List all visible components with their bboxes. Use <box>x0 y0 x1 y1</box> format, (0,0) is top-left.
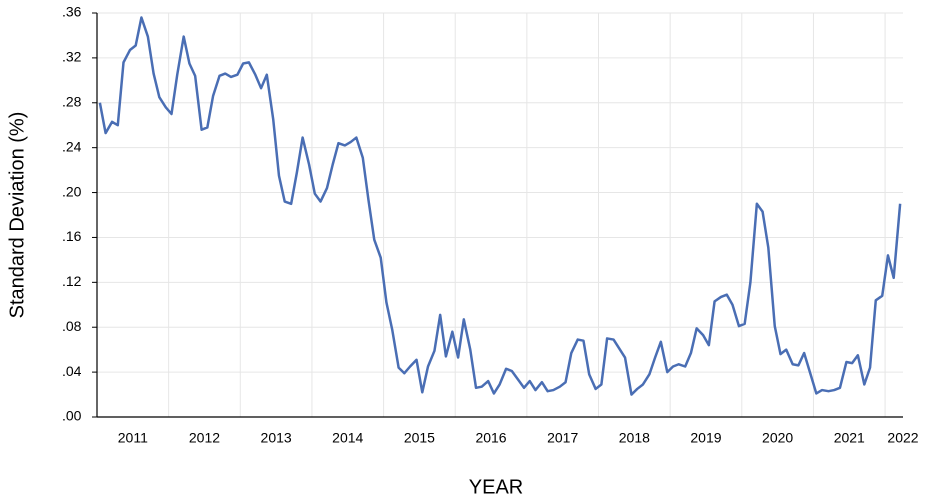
y-tick-label: .28 <box>62 93 82 109</box>
y-tick-label: .00 <box>62 408 82 424</box>
x-tick-label: 2019 <box>690 430 721 446</box>
x-axis-title: YEAR <box>469 476 523 498</box>
x-tick-label: 2014 <box>332 430 363 446</box>
y-tick-label: .24 <box>62 138 82 154</box>
y-tick-label: .20 <box>62 183 82 199</box>
x-tick-label: 2020 <box>762 430 793 446</box>
data-line <box>98 16 902 396</box>
y-tick-label: .08 <box>62 318 82 334</box>
y-tick-label: .04 <box>62 363 82 379</box>
y-axis-title: Standard Deviation (%) <box>6 112 28 319</box>
x-tick-label: 2017 <box>547 430 578 446</box>
x-tick-label: 2016 <box>475 430 506 446</box>
x-tick-label: 2012 <box>189 430 220 446</box>
x-tick-label: 2018 <box>619 430 650 446</box>
y-tick-label: .32 <box>62 49 82 65</box>
x-tick-label: 2015 <box>404 430 435 446</box>
y-tick-label: .16 <box>62 228 82 244</box>
x-tick-label: 2013 <box>261 430 292 446</box>
x-tick-label: 2022 <box>887 430 918 446</box>
x-tick-label: 2011 <box>118 430 148 446</box>
y-tick-label: .12 <box>62 273 82 289</box>
y-tick-label: .36 <box>62 4 82 20</box>
x-tick-label: 2021 <box>834 430 865 446</box>
